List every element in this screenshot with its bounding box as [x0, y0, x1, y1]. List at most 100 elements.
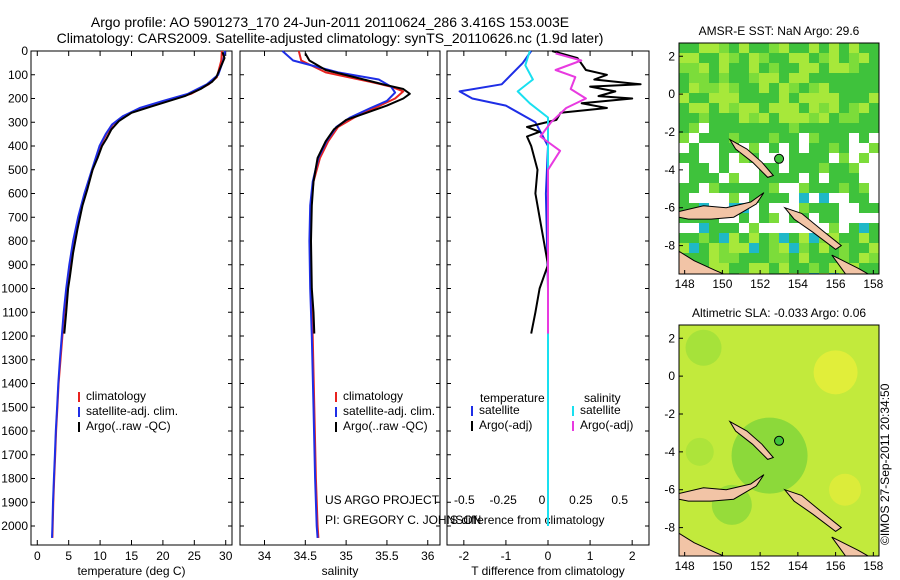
map-y-tick-label: -4: [664, 163, 675, 177]
sst-cell: [749, 243, 759, 253]
map-y-tick-label: -4: [664, 445, 675, 459]
sst-cell: [719, 53, 729, 63]
sst-cell: [729, 213, 739, 223]
land-mass: [679, 250, 725, 274]
sst-cell: [729, 53, 739, 63]
land-mass: [728, 420, 775, 460]
sst-cell: [769, 133, 779, 143]
sst-cell: [679, 53, 689, 63]
sst-cell: [819, 113, 829, 123]
sst-cell: [839, 243, 849, 253]
s-diff-tick-label: 0.5: [611, 493, 628, 507]
sst-field: [679, 43, 879, 274]
sst-cell: [679, 223, 689, 233]
sst-cell: [699, 83, 709, 93]
sst-cell: [849, 53, 859, 63]
sst-cell: [839, 253, 849, 263]
sst-cell: [769, 183, 779, 193]
depth-tick-label: 700: [8, 210, 28, 224]
sst-cell: [829, 93, 839, 103]
sst-cell: [729, 93, 739, 103]
sst-cell: [769, 223, 779, 233]
map-x-tick-label: 148: [675, 277, 695, 291]
sst-cell: [709, 183, 719, 193]
s-diff-tick-label: -0.5: [454, 493, 475, 507]
sst-cell: [759, 263, 769, 273]
sst-cell: [759, 153, 769, 163]
sst-cell: [739, 113, 749, 123]
sst-cell: [689, 133, 699, 143]
sst-cell: [789, 53, 799, 63]
sst-cell: [709, 193, 719, 203]
land-mass: [679, 532, 725, 556]
map-x-tick-label: 156: [826, 277, 846, 291]
x-tick-label: 15: [125, 549, 139, 563]
sst-cell: [859, 173, 869, 183]
x-tick-label: 2: [629, 549, 636, 563]
sst-cell: [739, 153, 749, 163]
sst-cell: [869, 193, 879, 203]
x-tick-label: 1: [587, 549, 594, 563]
map-y-tick-label: -8: [664, 239, 675, 253]
sst-cell: [679, 173, 689, 183]
map-x-tick-label: 158: [863, 277, 883, 291]
sst-cell: [779, 223, 789, 233]
sst-cell: [809, 103, 819, 113]
x-tick-label: 34: [258, 549, 272, 563]
map-x-tick-label: 150: [712, 277, 732, 291]
sst-cell: [809, 263, 819, 273]
figure-title-line2: Climatology: CARS2009. Satellite-adjuste…: [56, 30, 604, 46]
sla-field: [679, 325, 879, 556]
depth-tick-label: 400: [8, 139, 28, 153]
sla-blob: [813, 350, 858, 395]
sst-cell: [749, 233, 759, 243]
depth-tick-label: 900: [8, 258, 28, 272]
sst-cell: [789, 223, 799, 233]
legend-label: climatology: [343, 389, 403, 403]
x-tick-label: 34.5: [294, 549, 318, 563]
sst-cell: [749, 263, 759, 273]
depth-tick-label: 100: [8, 68, 28, 82]
sst-cell: [849, 113, 859, 123]
sst-cell: [739, 43, 749, 53]
sst-cell: [729, 253, 739, 263]
sst-cell: [739, 193, 749, 203]
sst-cell: [799, 93, 809, 103]
depth-tick-label: 500: [8, 163, 28, 177]
legend-header-salinity: salinity: [584, 391, 621, 405]
sst-cell: [809, 213, 819, 223]
sst-cell: [689, 53, 699, 63]
x-tick-label: -2: [458, 549, 469, 563]
legend-label: climatology: [86, 389, 146, 403]
sst-cell: [739, 103, 749, 113]
sst-cell: [859, 143, 869, 153]
temperature-profile-panel: 0 5 10 15 20 25 30 temperature (deg C) 0 100 200 30…: [1, 44, 232, 578]
sst-cell: [829, 193, 839, 203]
sst-cell: [699, 123, 709, 133]
sst-cell: [719, 233, 729, 243]
sst-cell: [769, 203, 779, 213]
sst-cell: [769, 103, 779, 113]
sst-cell: [869, 253, 879, 263]
sst-cell: [729, 133, 739, 143]
sst-cell: [799, 63, 809, 73]
sst-cell: [699, 73, 709, 83]
sst-cell: [779, 113, 789, 123]
sst-cell: [869, 163, 879, 173]
sst-cell: [699, 63, 709, 73]
sst-cell: [839, 183, 849, 193]
sst-cell: [679, 133, 689, 143]
sst-cell: [779, 93, 789, 103]
sst-cell: [789, 243, 799, 253]
sst-cell: [779, 243, 789, 253]
x-axis-label: salinity: [322, 564, 359, 578]
map-x-tick-label: 152: [750, 559, 770, 573]
sst-cell: [809, 63, 819, 73]
sst-cell: [829, 63, 839, 73]
sst-cell: [819, 163, 829, 173]
sla-map-frame: [678, 324, 880, 557]
x-tick-label: 25: [188, 549, 202, 563]
x-tick-label: 36: [421, 549, 435, 563]
sst-cell: [749, 143, 759, 153]
series-line-argo-raw-qc-: [63, 51, 226, 334]
